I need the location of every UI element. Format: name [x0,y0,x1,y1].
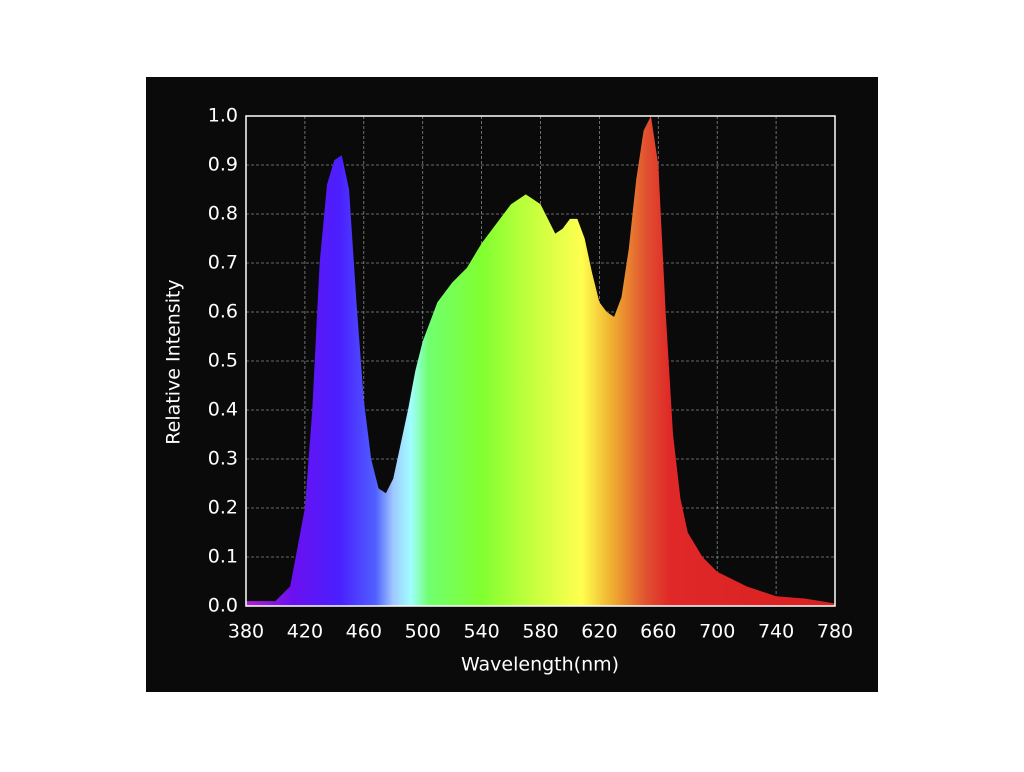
x-tick-label: 380 [228,621,264,643]
y-tick-label: 0.7 [208,252,238,274]
y-tick-label: 0.5 [208,350,238,372]
x-tick-label: 580 [522,621,558,643]
y-tick-label: 0.2 [208,497,238,519]
x-tick-label: 780 [817,621,853,643]
spectrum-area [246,116,835,606]
y-tick-label: 0.0 [208,595,238,617]
y-tick-label: 0.9 [208,154,238,176]
y-tick-label: 0.3 [208,448,238,470]
x-axis-label: Wavelength(nm) [461,654,619,676]
y-axis-label: Relative Intensity [163,279,185,444]
x-tick-label: 660 [640,621,676,643]
x-tick-label: 620 [581,621,617,643]
x-tick-label: 460 [346,621,382,643]
x-tick-label: 700 [699,621,735,643]
y-tick-label: 0.6 [208,301,238,323]
plot-frame [245,115,836,607]
x-tick-label: 740 [758,621,794,643]
y-tick-label: 0.8 [208,203,238,225]
x-tick-label: 540 [463,621,499,643]
y-tick-label: 0.4 [208,399,238,421]
y-tick-label: 0.1 [208,546,238,568]
y-tick-label: 1.0 [208,105,238,127]
x-tick-label: 500 [405,621,441,643]
x-tick-label: 420 [287,621,323,643]
